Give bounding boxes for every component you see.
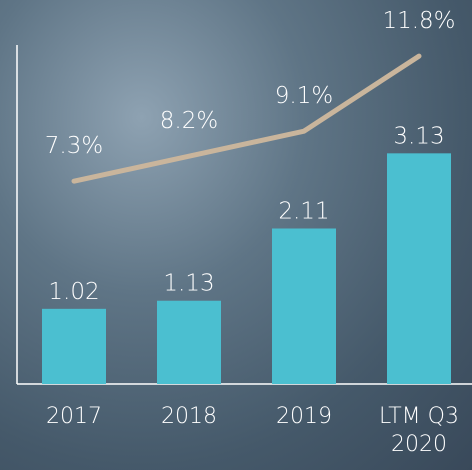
data-label: 9.1% bbox=[275, 83, 333, 109]
bar bbox=[387, 153, 451, 384]
x-tick-label: LTM Q3 2020 bbox=[379, 404, 459, 457]
x-tick-label: 2018 bbox=[161, 404, 217, 429]
data-label: 7.3% bbox=[45, 133, 103, 159]
data-label: 1.02 bbox=[48, 279, 99, 305]
x-tick-label: 2017 bbox=[46, 404, 102, 429]
data-label: 11.8% bbox=[382, 8, 455, 34]
bar bbox=[157, 300, 221, 384]
line bbox=[71, 53, 422, 184]
data-label: 1.13 bbox=[163, 271, 214, 297]
bar bbox=[272, 228, 336, 384]
x-tick-label: 2019 bbox=[276, 404, 332, 429]
data-label: 3.13 bbox=[393, 123, 444, 149]
bar bbox=[42, 308, 106, 384]
data-label: 2.11 bbox=[278, 199, 329, 225]
data-label: 8.2% bbox=[160, 108, 218, 134]
